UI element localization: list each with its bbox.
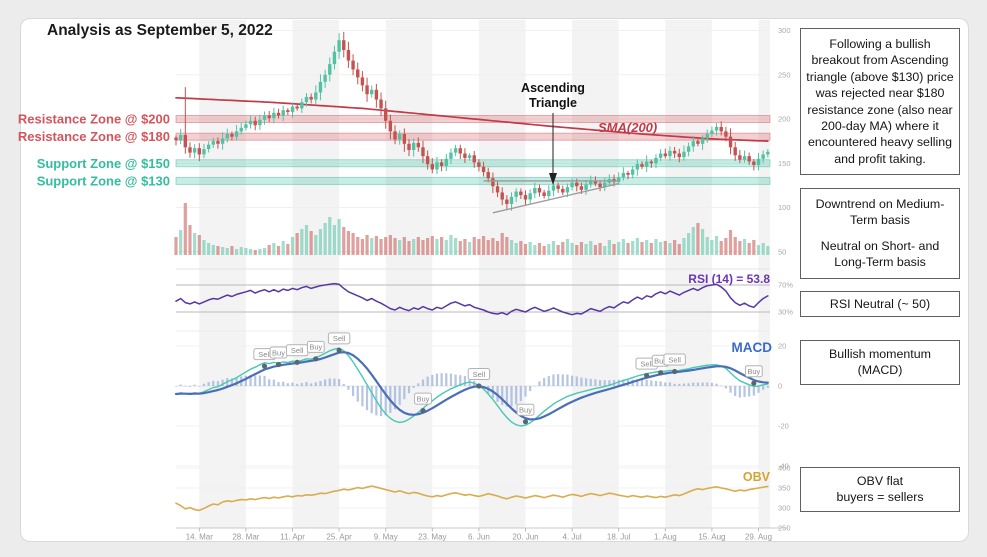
macd-marker-buy <box>306 340 325 353</box>
support-zone-label-150: Support Zone @ $150 <box>37 156 170 171</box>
svg-text:14. Mar: 14. Mar <box>186 533 213 542</box>
svg-text:70%: 70% <box>778 281 793 290</box>
svg-text:200: 200 <box>778 115 791 124</box>
macd-marker-buy <box>516 403 535 416</box>
candlestick-series <box>174 31 770 211</box>
svg-text:25. Apr: 25. Apr <box>326 533 352 542</box>
note-trend-line2: Neutral on Short- and Long-Term basis <box>820 238 940 270</box>
macd-marker-buy <box>744 365 763 378</box>
svg-text:Sell: Sell <box>473 370 486 379</box>
macd-marker-dot <box>275 361 282 368</box>
note-macd: Bullish momentum (MACD) <box>800 340 960 385</box>
note-obv: OBV flat buyers = sellers <box>800 467 960 512</box>
svg-text:28. Mar: 28. Mar <box>232 533 259 542</box>
macd-marker-dot <box>672 368 678 375</box>
svg-text:29. Aug: 29. Aug <box>745 533 772 542</box>
axis-labels: 3002502001501005070%30%200-20-4040035030… <box>176 26 793 542</box>
svg-text:Sell: Sell <box>291 346 304 355</box>
svg-text:-40: -40 <box>778 462 789 471</box>
sma-200-line: SMA(200) <box>175 96 769 142</box>
annotation-arrowhead <box>549 173 557 185</box>
note-rsi-text: RSI Neutral (~ 50) <box>829 297 931 311</box>
svg-text:Sell: Sell <box>258 350 271 359</box>
note-trend-line1: Downtrend on Medium-Term basis <box>815 197 945 228</box>
svg-text:Sell: Sell <box>640 359 653 368</box>
note-obv-line2: buyers = sellers <box>836 490 924 505</box>
rsi-label: RSI (14) = 53.8 <box>688 272 770 286</box>
annotation-line1: Ascending <box>521 81 585 95</box>
volume-series <box>174 203 770 255</box>
svg-text:300: 300 <box>778 504 791 513</box>
svg-text:Buy: Buy <box>272 348 285 357</box>
macd-marker-dot <box>658 370 664 376</box>
macd-marker-dot <box>751 380 757 386</box>
note-macd-text: Bullish momentum (MACD) <box>829 347 931 378</box>
svg-text:11. Apr: 11. Apr <box>280 533 305 542</box>
obv-panel: OBV <box>175 470 771 512</box>
svg-text:250: 250 <box>778 70 791 79</box>
svg-text:Buy: Buy <box>519 406 532 415</box>
macd-marker-sell <box>663 353 686 366</box>
svg-text:-20: -20 <box>778 422 789 431</box>
svg-text:20. Jun: 20. Jun <box>512 533 538 542</box>
svg-text:Buy: Buy <box>747 367 760 376</box>
note-breakout-text: Following a bullish breakout from Ascend… <box>806 37 954 166</box>
svg-text:18. Jul: 18. Jul <box>607 533 631 542</box>
resistance-zone-label-200: Resistance Zone @ $200 <box>18 112 170 127</box>
svg-text:30%: 30% <box>778 308 793 317</box>
annotation-line2: Triangle <box>529 96 577 110</box>
rsi-panel: RSI (14) = 53.8 <box>175 272 770 316</box>
svg-text:300: 300 <box>778 26 791 35</box>
note-obv-line1: OBV flat <box>856 474 904 488</box>
background-stripes <box>199 20 770 528</box>
macd-marker-dot <box>294 359 300 365</box>
macd-panel: MACD <box>174 340 773 427</box>
chart-title: Analysis as September 5, 2022 <box>47 22 273 39</box>
macd-marker-sell <box>467 368 491 381</box>
sma-label: SMA(200) <box>598 120 657 135</box>
svg-text:15. Aug: 15. Aug <box>698 533 725 542</box>
svg-text:6. Jun: 6. Jun <box>468 533 490 542</box>
support-zone-label-130: Support Zone @ $130 <box>37 173 170 188</box>
svg-text:350: 350 <box>778 484 791 493</box>
svg-text:0: 0 <box>778 382 782 391</box>
macd-marker-dot <box>522 419 529 425</box>
note-trend: Downtrend on Medium-Term basis Neutral o… <box>800 188 960 279</box>
macd-marker-dot <box>336 347 342 353</box>
macd-marker-buy <box>414 392 432 405</box>
svg-text:23. May: 23. May <box>418 533 446 542</box>
svg-text:Buy: Buy <box>417 394 430 403</box>
svg-text:Buy: Buy <box>654 357 667 366</box>
svg-text:1. Aug: 1. Aug <box>654 533 677 542</box>
obv-label: OBV <box>743 470 771 484</box>
svg-text:Sell: Sell <box>333 334 346 343</box>
support-zone-band-130 <box>175 176 771 185</box>
svg-text:4. Jul: 4. Jul <box>563 533 582 542</box>
macd-marker-dot <box>313 356 319 362</box>
macd-marker-dot <box>644 373 650 379</box>
svg-text:150: 150 <box>778 159 791 168</box>
svg-text:20: 20 <box>778 342 786 351</box>
svg-text:400: 400 <box>778 464 791 473</box>
macd-marker-dot <box>261 363 268 369</box>
note-breakout: Following a bullish breakout from Ascend… <box>800 28 960 175</box>
note-rsi: RSI Neutral (~ 50) <box>800 291 960 318</box>
svg-text:50: 50 <box>778 247 786 256</box>
svg-text:Buy: Buy <box>309 343 322 352</box>
macd-marker-dot <box>420 407 426 414</box>
macd-label: MACD <box>732 340 773 355</box>
svg-text:9. May: 9. May <box>374 533 398 542</box>
macd-marker-dot <box>476 383 482 389</box>
svg-text:Sell: Sell <box>668 355 681 364</box>
resistance-zone-label-180: Resistance Zone @ $180 <box>18 129 170 144</box>
svg-text:100: 100 <box>778 203 791 212</box>
macd-marker-sell <box>327 332 351 345</box>
